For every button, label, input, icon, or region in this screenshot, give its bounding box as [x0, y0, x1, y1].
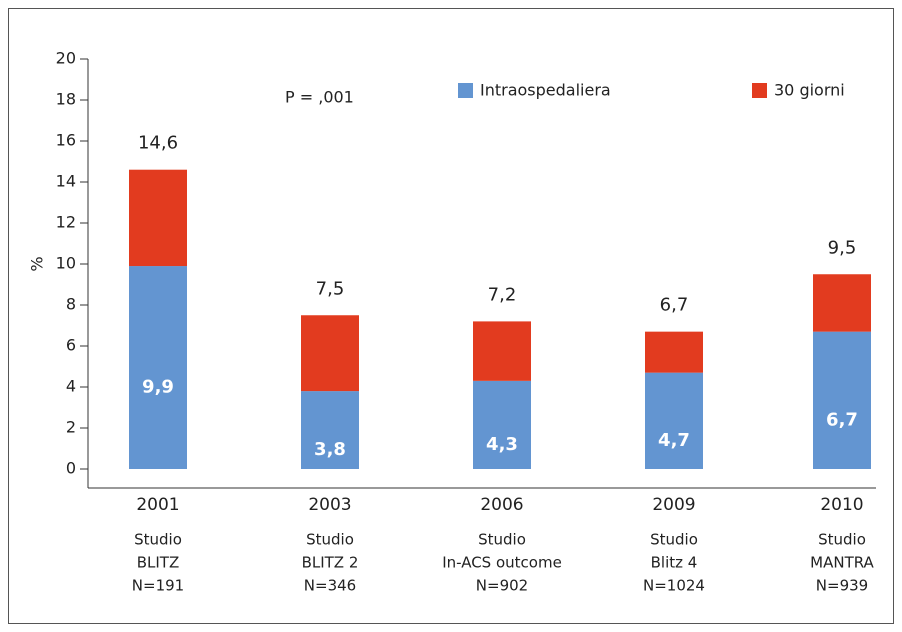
- x-tick-label: BLITZ 2: [302, 554, 359, 572]
- bar-segment: [813, 331, 871, 469]
- y-axis-label: %: [28, 256, 47, 271]
- bar-segment: [129, 266, 187, 469]
- x-tick-label: N=346: [304, 577, 356, 595]
- y-tick-label: 10: [56, 254, 76, 273]
- bar-value-label: 4,3: [486, 434, 518, 455]
- frame: [8, 8, 894, 624]
- y-tick-label: 16: [56, 131, 76, 150]
- x-tick-label: 2006: [480, 495, 523, 515]
- y-tick-label: 20: [56, 49, 76, 68]
- y-tick-label: 4: [66, 377, 76, 396]
- x-tick-label: In-ACS outcome: [442, 554, 562, 572]
- total-label: 7,5: [316, 278, 345, 299]
- x-tick-label: 2009: [652, 495, 695, 515]
- x-tick-label: N=191: [132, 577, 184, 595]
- y-tick-label: 14: [56, 172, 76, 191]
- x-tick-label: N=1024: [643, 577, 705, 595]
- legend-label: Intraospedaliera: [480, 81, 611, 100]
- legend-swatch: [458, 83, 473, 98]
- y-tick-label: 2: [66, 418, 76, 437]
- bar-segment: [129, 169, 187, 267]
- x-tick-label: Studio: [134, 531, 182, 549]
- bar-value-label: 3,8: [314, 439, 346, 460]
- y-tick-label: 6: [66, 336, 76, 355]
- x-tick-label: N=939: [816, 577, 868, 595]
- x-tick-label: Studio: [650, 531, 698, 549]
- total-label: 6,7: [660, 295, 689, 316]
- legend-swatch: [752, 83, 767, 98]
- x-tick-label: 2003: [308, 495, 351, 515]
- total-label: 7,2: [488, 284, 517, 305]
- x-tick-label: Blitz 4: [651, 554, 698, 572]
- y-tick-label: 0: [66, 459, 76, 478]
- bar-value-label: 6,7: [826, 409, 858, 430]
- annotation: P = ,001: [285, 88, 354, 107]
- bar-segment: [813, 274, 871, 332]
- x-tick-label: MANTRA: [810, 554, 874, 572]
- bar-segment: [301, 391, 359, 469]
- x-tick-label: 2001: [136, 495, 179, 515]
- x-tick-label: Studio: [818, 531, 866, 549]
- x-tick-label: Studio: [478, 531, 526, 549]
- x-tick-label: BLITZ: [137, 554, 180, 572]
- bar-segment: [645, 331, 703, 373]
- x-tick-label: 2010: [820, 495, 863, 515]
- legend-label: 30 giorni: [774, 81, 845, 100]
- x-tick-label: N=902: [476, 577, 528, 595]
- y-tick-label: 8: [66, 295, 76, 314]
- bar-value-label: 4,7: [658, 430, 690, 451]
- total-label: 9,5: [828, 237, 857, 258]
- bar-value-label: 9,9: [142, 377, 174, 398]
- total-label: 14,6: [138, 133, 178, 154]
- bar-segment: [301, 315, 359, 392]
- y-tick-label: 12: [56, 213, 76, 232]
- bar-segment: [473, 380, 531, 469]
- bar-segment: [473, 321, 531, 381]
- bar-segment: [645, 372, 703, 469]
- y-tick-label: 18: [56, 90, 76, 109]
- x-tick-label: Studio: [306, 531, 354, 549]
